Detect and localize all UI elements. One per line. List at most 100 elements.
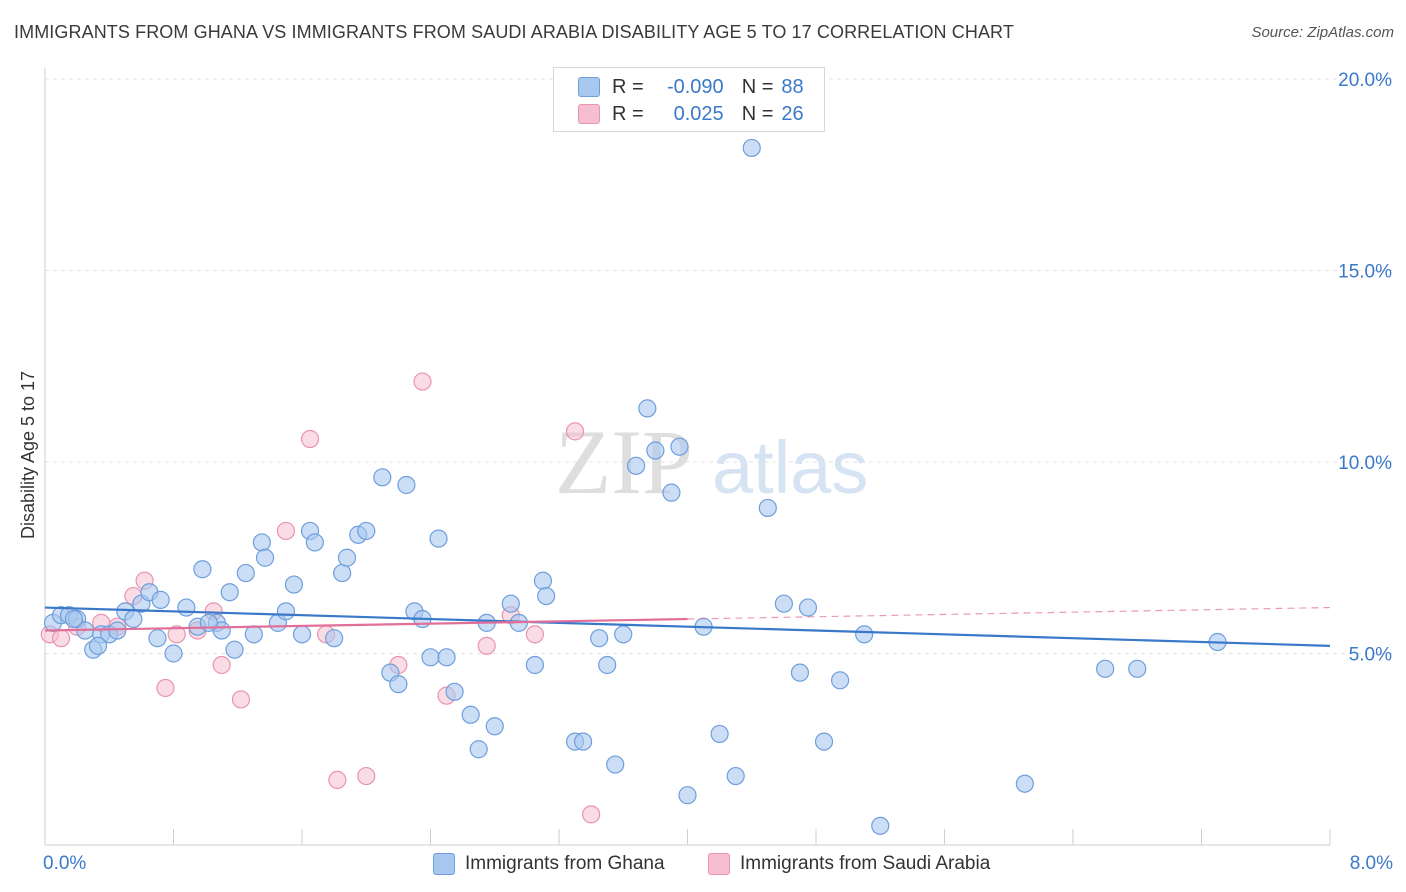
source-label: Source: ZipAtlas.com [1251,24,1394,41]
ghana-point [469,740,488,759]
ghana-point [742,138,761,158]
ghana-point [501,594,520,613]
y-tick-label: 10.0% [1338,453,1392,474]
ghana-point [1015,774,1034,793]
legend-swatch-saudi [578,104,600,124]
ghana-point [855,625,874,644]
axis-layer [44,68,1331,846]
bottom-legend-label-ghana: Immigrants from Ghana [465,853,665,874]
saudi-trend-line [44,617,688,632]
ghana-point [389,675,408,694]
saudi-point [525,625,545,644]
grid-layer [45,78,1392,654]
ghana-point [164,644,183,663]
saudi-point [300,429,320,449]
ghana-point [255,548,275,567]
y-tick-label: 20.0% [1338,70,1392,91]
ghana-point [88,636,108,655]
trend-lines [44,606,1331,647]
saudi-point [231,690,251,709]
ghana-point [64,609,84,629]
saudi-point [413,372,432,391]
x-tick-label: 0.0% [43,853,86,874]
ghana-point [373,468,392,487]
ghana-point [397,475,416,495]
ghana-point [429,529,448,548]
ghana-point [485,717,504,736]
legend-swatch-ghana [578,77,600,97]
legend-n-value: 26 [781,102,804,125]
ghana-point [710,724,729,744]
ghana-point [225,640,244,659]
ghana-point [533,571,553,590]
ghana-point [421,648,440,667]
legend-r-label: R = [612,102,644,125]
ghana-point [199,613,218,632]
ghana-point [445,682,464,701]
ghana-point [662,483,681,502]
ghana-point [276,602,296,621]
ghana-point [148,629,167,648]
ghana-point [236,563,255,583]
legend-r-value: 0.025 [673,102,724,125]
ghana-point [177,598,196,617]
bottom-legend-label-saudi: Immigrants from Saudi Arabia [740,853,991,874]
ghana-point [670,437,689,456]
ghana-point [590,629,609,648]
ghana-point [798,598,818,617]
ghana-point [305,533,324,552]
ghana-point [325,629,344,648]
ghana-point [437,648,456,667]
ghana-point [638,399,657,418]
saudi-point [477,636,496,655]
ghana-point [626,456,646,475]
legend-row-ghana: R = -0.090 N = 88 [578,75,804,99]
legend-n-label: N = [741,75,774,98]
saudi-point [357,766,376,786]
saudi-point [276,521,296,541]
axis-labels: 5.0% 10.0% 15.0% 20.0% 0.0% 8.0% Disability Ag… [18,70,1393,874]
saudi-point [582,805,601,824]
bottom-legend-ghana: Immigrants from Ghana [433,851,665,877]
saudi-point [167,625,186,644]
ghana-point [244,625,263,644]
ghana-point [726,766,745,786]
ghana-point [1096,659,1115,678]
ghana-point [461,705,480,724]
legend-n-label: N = [741,102,774,125]
ghana-point [814,732,834,751]
saudi-point [212,655,231,675]
saudi-point [328,770,347,789]
ghana-point [252,533,271,552]
ghana-point [193,560,212,579]
ghana-point [774,594,793,613]
ghana-point [220,583,239,602]
y-tick-label: 5.0% [1349,645,1392,666]
y-tick-label: 15.0% [1338,262,1392,283]
legend-r-value: -0.090 [666,75,724,98]
ghana-point [357,521,376,541]
ghana-point [646,441,665,460]
x-tick-label: 8.0% [1350,853,1393,874]
legend-row-saudi: R = 0.025 N = 26 [578,102,804,126]
ghana-point [284,575,304,594]
chart-title: IMMIGRANTS FROM GHANA VS IMMIGRANTS FROM… [14,22,1014,42]
bottom-legend-swatch-saudi [708,853,730,875]
saudi-point [565,422,585,441]
ghana-point [525,655,545,675]
ghana-point [606,755,625,774]
ghana-point [108,621,127,640]
ghana-point [678,786,697,805]
ghana-point [871,816,890,835]
saudi-point [156,678,175,698]
ghana-point [333,563,352,583]
ghana-point [573,732,593,751]
watermark: ZIP atlas [555,411,868,513]
ghana-trend-line [44,606,1331,647]
saudi-point [51,629,71,648]
ghana-point [790,663,810,682]
y-axis-label: Disability Age 5 to 17 [18,371,38,539]
ghana-point [337,548,357,567]
bottom-legend-swatch-ghana [433,853,455,875]
ghana-point [292,625,312,644]
